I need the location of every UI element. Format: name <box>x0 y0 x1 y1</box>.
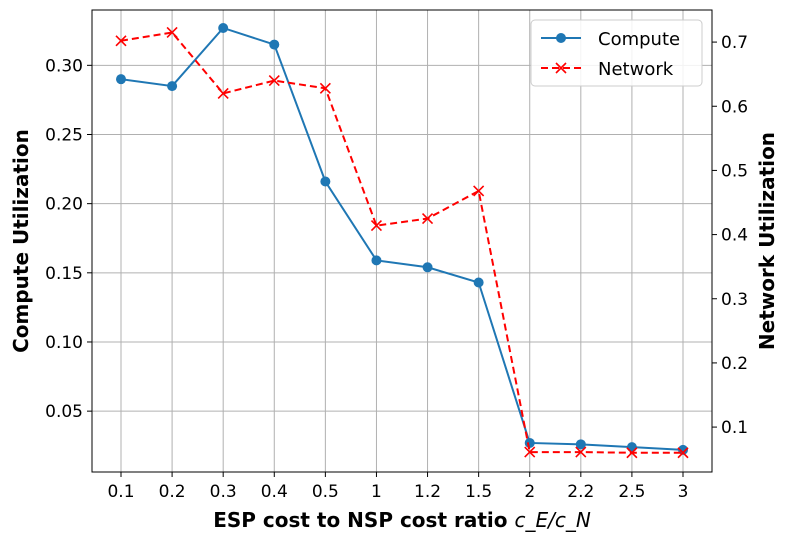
x-tick-label: 3 <box>678 482 689 502</box>
x-tick-label: 0.1 <box>107 482 134 502</box>
point-compute <box>371 255 382 266</box>
plot-frame <box>91 9 713 473</box>
left-y-tick-label: 0.30 <box>45 56 83 76</box>
series-line-compute <box>120 26 684 451</box>
legend-compute-marker <box>556 33 566 43</box>
x-tick-label: 0.4 <box>261 482 288 502</box>
point-network <box>115 35 127 47</box>
point-network <box>370 220 383 232</box>
point-network <box>166 26 178 39</box>
x-tick-label: 2.2 <box>567 482 594 502</box>
x-tick-label: 0.2 <box>159 482 186 502</box>
point-network <box>319 82 331 94</box>
point-network <box>421 212 434 225</box>
right-y-tick-label: 0.1 <box>721 418 748 438</box>
x-tick-label: 1.5 <box>465 482 492 502</box>
right-y-axis-label: Network Utilization <box>755 132 779 350</box>
right-y-tick-label: 0.5 <box>721 161 748 181</box>
point-compute <box>269 39 280 50</box>
x-tick-label: 1.2 <box>414 482 441 502</box>
left-y-tick-label: 0.25 <box>45 125 83 145</box>
point-compute <box>422 262 433 273</box>
x-tick-label: 2 <box>524 482 535 502</box>
point-network <box>217 87 229 99</box>
point-network <box>268 75 280 87</box>
right-y-axis-ticks: 0.1 0.2 0.3 0.4 0.5 0.6 0.7 <box>712 33 748 438</box>
right-y-tick-label: 0.3 <box>721 290 748 310</box>
x-axis-label: ESP cost to NSP cost ratio c_E/c_N <box>213 508 591 532</box>
right-y-tick-label: 0.7 <box>721 33 748 53</box>
point-network <box>677 447 689 459</box>
point-compute <box>473 277 484 288</box>
right-y-tick-label: 0.2 <box>721 354 748 374</box>
legend: Compute Network <box>530 19 703 87</box>
left-y-axis-label: Compute Utilization <box>9 129 33 353</box>
left-y-tick-label: 0.10 <box>45 333 83 353</box>
left-y-tick-label: 0.15 <box>45 264 83 284</box>
legend-compute-label: Compute <box>598 29 680 50</box>
series-layer <box>115 22 689 459</box>
point-network <box>575 446 587 458</box>
grid <box>92 10 712 472</box>
x-tick-label: 0.5 <box>312 482 339 502</box>
legend-network-marker <box>555 62 567 74</box>
left-y-tick-label: 0.05 <box>45 402 83 422</box>
point-network <box>524 446 536 458</box>
point-compute <box>626 442 637 453</box>
x-axis-ticks: 0.1 0.2 0.3 0.4 0.5 1 1.2 1.5 2 2.2 2.5 3 <box>107 472 688 502</box>
x-tick-label: 0.3 <box>210 482 237 502</box>
legend-entry-compute: Compute <box>541 29 680 50</box>
right-y-tick-label: 0.6 <box>721 97 748 117</box>
legend-box <box>530 19 703 87</box>
right-y-tick-label: 0.4 <box>721 226 748 246</box>
x-tick-label: 1 <box>371 482 382 502</box>
point-network <box>473 185 485 197</box>
point-network <box>626 447 638 459</box>
x-tick-label: 2.5 <box>618 482 645 502</box>
left-y-tick-label: 0.20 <box>45 195 83 215</box>
point-compute <box>167 81 178 92</box>
point-compute <box>575 439 586 450</box>
point-compute <box>218 22 229 33</box>
point-compute <box>116 74 126 85</box>
legend-entry-network: Network <box>541 59 674 80</box>
point-compute <box>524 437 535 448</box>
series-line-network <box>120 31 683 454</box>
legend-network-label: Network <box>598 59 674 80</box>
left-y-axis-ticks: 0.05 0.10 0.15 0.20 0.25 0.30 <box>45 56 92 422</box>
point-compute <box>320 176 331 187</box>
